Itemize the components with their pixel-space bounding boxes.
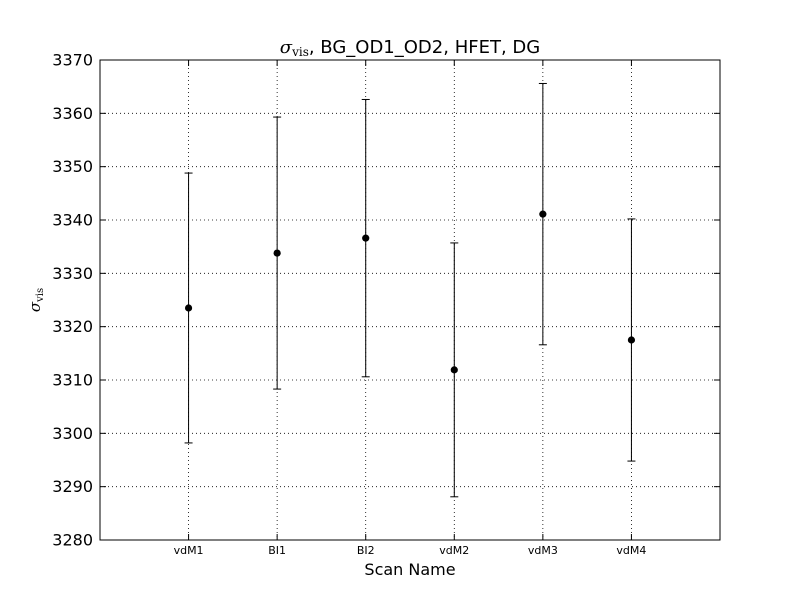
chart-title-text: , BG_OD1_OD2, HFET, DG xyxy=(309,37,540,58)
y-tick-label: 3360 xyxy=(52,104,93,123)
y-axis-label-symbol: σ xyxy=(26,301,44,312)
y-tick-label: 3280 xyxy=(52,531,93,550)
chart-title-subscript: vis xyxy=(291,45,309,59)
data-point xyxy=(273,249,281,257)
data-point xyxy=(450,366,458,374)
y-axis-label-subscript: vis xyxy=(35,288,46,303)
data-point xyxy=(184,304,193,312)
chart-title-symbol: σ xyxy=(280,37,293,58)
plot-frame xyxy=(99,59,721,541)
y-tick-label: 3320 xyxy=(52,317,93,336)
x-tick-label: vdM3 xyxy=(528,544,558,557)
x-tick-label: vdM1 xyxy=(174,544,204,557)
x-tick-label: BI2 xyxy=(357,544,375,557)
data-point xyxy=(539,210,547,218)
y-axis-label: σvis xyxy=(26,288,46,312)
y-tick-label: 3290 xyxy=(52,477,93,496)
x-tick-label: vdM4 xyxy=(616,544,646,557)
y-tick-label: 3330 xyxy=(52,264,93,283)
x-axis-label: Scan Name xyxy=(364,560,455,579)
data-layer xyxy=(184,82,636,498)
x-tick-label: vdM2 xyxy=(439,544,469,557)
x-axis-ticks: vdM1 BI1 BI2 vdM2 vdM3 vdM4 xyxy=(174,60,646,557)
x-tick-label: BI1 xyxy=(268,544,286,557)
y-tick-label: 3300 xyxy=(52,424,93,443)
data-point xyxy=(362,234,370,242)
y-axis-ticks: 3280 3290 3300 3310 3320 3330 3340 3350 3360 3370 xyxy=(52,51,720,550)
y-tick-label: 3350 xyxy=(52,157,93,176)
chart-title: σvis, BG_OD1_OD2, HFET, DG xyxy=(280,37,540,59)
y-tick-label: 3370 xyxy=(52,51,93,70)
grid-layer xyxy=(100,60,720,540)
y-tick-label: 3340 xyxy=(52,211,93,230)
data-point xyxy=(627,336,636,344)
y-tick-label: 3310 xyxy=(52,371,93,390)
